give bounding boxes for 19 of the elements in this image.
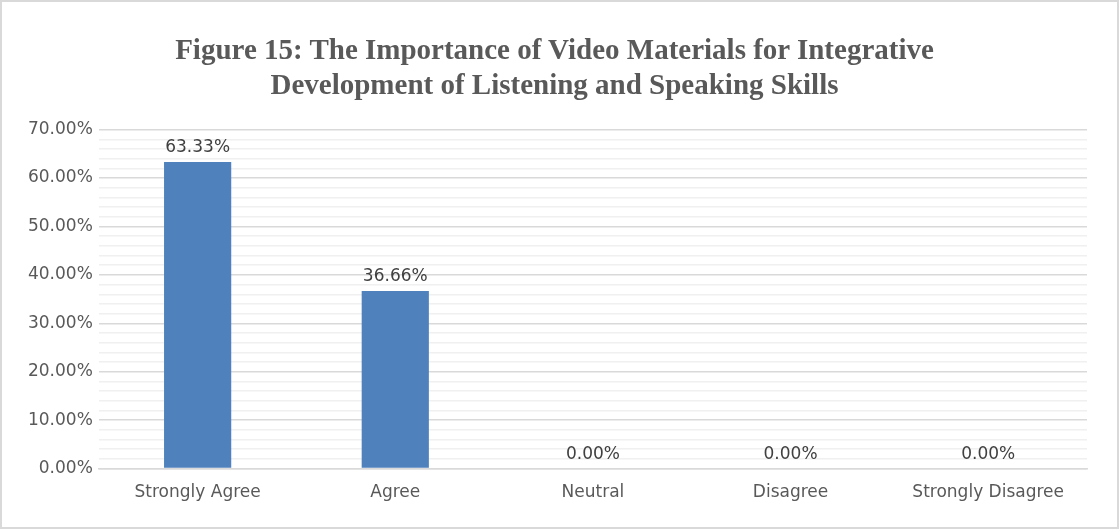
data-label: 0.00% <box>961 442 1016 463</box>
x-tick-label: Disagree <box>752 481 829 502</box>
data-label: 0.00% <box>565 442 620 463</box>
y-tick-label: 60.00% <box>27 166 93 187</box>
y-tick-label: 30.00% <box>27 311 93 332</box>
chart-title: Figure 15: The Importance of Video Materials for Integrative Development of Listening and Speaking Skills <box>175 32 934 100</box>
y-tick-label: 40.00% <box>27 263 93 284</box>
x-tick-label: Agree <box>370 481 421 502</box>
y-tick-label: 20.00% <box>27 360 93 381</box>
data-label: 0.00% <box>763 442 818 463</box>
x-tick-label: Strongly Disagree <box>912 481 1064 502</box>
y-tick-label: 10.00% <box>27 408 93 429</box>
y-tick-label: 70.00% <box>27 118 93 139</box>
x-tick-label: Strongly Agree <box>134 481 261 502</box>
y-tick-label: 50.00% <box>27 214 93 235</box>
data-label: 36.66% <box>362 264 428 285</box>
data-label: 63.33% <box>165 135 231 156</box>
y-tick-label: 0.00% <box>38 457 93 478</box>
x-tick-label: Neutral <box>561 481 625 502</box>
